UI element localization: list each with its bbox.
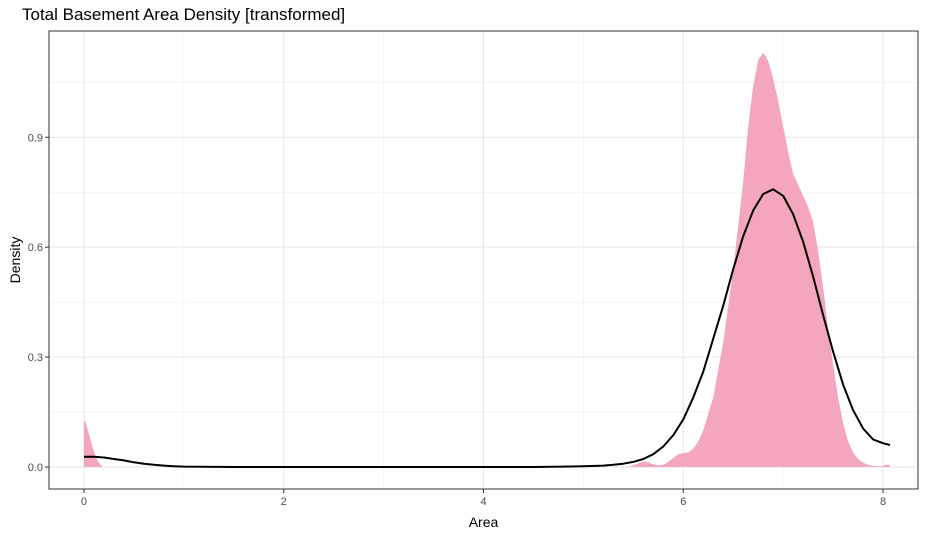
y-tick-label: 0.9 bbox=[28, 132, 43, 144]
y-tick-label: 0.0 bbox=[28, 462, 43, 474]
y-tick-label: 0.6 bbox=[28, 242, 43, 254]
normal-curve-line bbox=[84, 188, 891, 468]
x-tick-label: 0 bbox=[81, 496, 87, 508]
y-axis-title: Density bbox=[7, 237, 23, 284]
x-tick-label: 2 bbox=[281, 496, 287, 508]
x-axis-title: Area bbox=[469, 514, 499, 530]
data-layer bbox=[83, 52, 891, 468]
x-tick-label: 4 bbox=[480, 496, 486, 508]
x-tick-label: 8 bbox=[880, 496, 886, 508]
density-fill-area bbox=[83, 52, 891, 468]
chart-title: Total Basement Area Density [transformed… bbox=[22, 5, 346, 24]
x-tick-label: 6 bbox=[680, 496, 686, 508]
y-tick-label: 0.3 bbox=[28, 352, 43, 364]
axis-layer: 0 2 4 6 8 0.0 0.3 0.6 0.9 bbox=[28, 132, 886, 508]
